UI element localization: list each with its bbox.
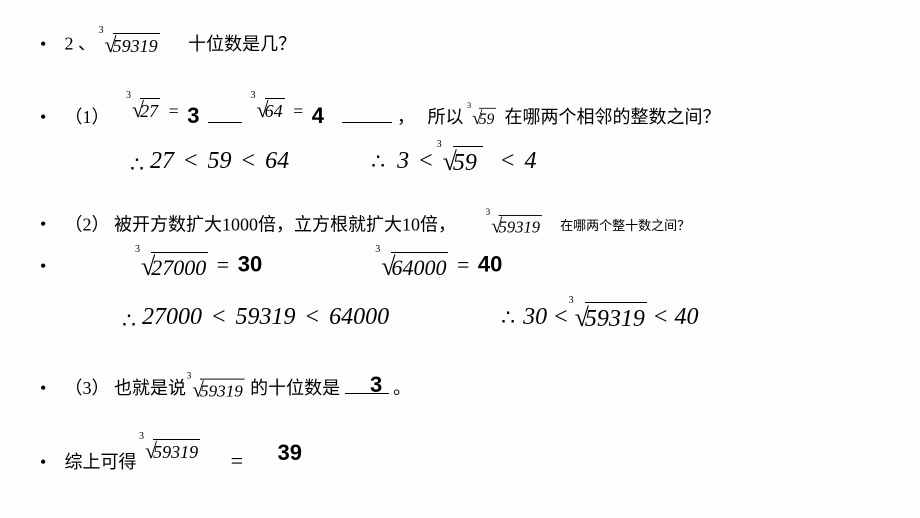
bullet: • <box>40 450 60 475</box>
r40: 40 <box>674 304 698 330</box>
text-so: 所以 <box>427 107 463 127</box>
radicand: 59 <box>479 108 496 130</box>
blank-2 <box>342 103 392 123</box>
lt: < <box>497 148 519 174</box>
question-2: • 2 、 3√59319 十位数是几？ <box>40 30 880 61</box>
part-1-work: ∵ 27 < 59 < 64 ∴ 3 < 3√59 < 4 <box>130 144 880 181</box>
radicand: 27 <box>140 98 160 124</box>
p3-text-b: 的十位数是 <box>250 378 340 398</box>
cbrt-64000: 3√64000 <box>381 249 448 285</box>
cbrt-27: 3√27 <box>132 95 160 126</box>
ans-30: 30 <box>238 252 262 277</box>
therefore-icon: ∴ <box>371 147 385 178</box>
cbrt-59-small: 3√59 <box>472 106 496 132</box>
p2-text-a: 被开方数扩大1000倍，立方根就扩大10倍， <box>114 214 456 234</box>
sep: 、 <box>78 34 96 54</box>
a: 27000 <box>142 304 202 330</box>
label-2: （2） <box>65 214 110 234</box>
cbrt-59319-b: 3√59319 <box>491 212 542 240</box>
radicand: 59319 <box>113 33 160 59</box>
text-between: 在哪两个相邻的整数之间？ <box>505 107 721 127</box>
lt: < <box>208 304 230 330</box>
r3: 3 <box>397 148 409 174</box>
conclusion: • 综上可得 3√59319 = 39 <box>40 436 880 477</box>
c: 64000 <box>329 304 389 330</box>
b: 59319 <box>236 304 296 330</box>
lt: < <box>653 304 669 330</box>
ineq-64: 64 <box>265 148 289 174</box>
cbrt-27000: 3√27000 <box>141 249 208 285</box>
radicand: 59319 <box>585 302 647 337</box>
part-3: • （3） 也就是说 3√59319 的十位数是 。 <box>40 374 880 405</box>
concl-text: 综上可得 <box>65 452 137 472</box>
ineq-27: 27 <box>150 148 174 174</box>
radicand: 59319 <box>498 215 541 239</box>
eq: = <box>453 252 473 277</box>
cbrt-59319-d: 3√59319 <box>192 375 244 404</box>
blank-1 <box>208 103 242 123</box>
lt: < <box>180 148 202 174</box>
label-1: （1） <box>65 107 110 127</box>
eq: = <box>165 101 183 121</box>
radicand: 59319 <box>153 439 200 465</box>
eq: = <box>213 252 233 277</box>
ans-39: 39 <box>278 440 302 465</box>
radicand: 59319 <box>200 378 245 403</box>
part-2-work: ∵ 27000 < 59319 < 64000 ∴ 30 < 3√59319 <… <box>122 300 880 337</box>
bullet: • <box>40 254 60 279</box>
lt: < <box>553 304 569 330</box>
cbrt-59: 3√59 <box>443 144 483 181</box>
cbrt-59319-c: 3√59319 <box>575 300 647 337</box>
comma: ， <box>397 107 415 127</box>
bullet: • <box>40 105 60 130</box>
ans-4: 4 <box>312 103 324 128</box>
label-3: （3） <box>65 378 110 398</box>
lt: < <box>238 148 260 174</box>
radicand: 27000 <box>151 252 208 284</box>
radicand: 59 <box>453 146 483 181</box>
ans-3: 3 <box>187 103 199 128</box>
part-2-calc: • 3√27000 = 30 3√64000 = 40 <box>40 249 880 285</box>
radicand: 64 <box>265 98 285 124</box>
bullet: • <box>40 376 60 401</box>
ans-40: 40 <box>478 252 502 277</box>
therefore-icon: ∴ <box>501 303 515 334</box>
eq: = <box>227 448 247 473</box>
lt: < <box>302 304 324 330</box>
cbrt-64: 3√64 <box>256 95 284 126</box>
radicand: 64000 <box>391 252 448 284</box>
r4: 4 <box>524 148 536 174</box>
period: 。 <box>393 378 411 398</box>
r30: 30 <box>523 304 547 330</box>
p2-text-b: 在哪两个整十数之间？ <box>560 218 690 233</box>
bullet: • <box>40 212 60 237</box>
num-2: 2 <box>65 34 74 54</box>
bullet: • <box>40 32 60 57</box>
part-1: • （1） 3√27 = 3 3√64 = 4 ， 所以 3√59 在哪两个相邻… <box>40 95 880 134</box>
because-icon: ∵ <box>130 147 144 178</box>
lt: < <box>415 148 437 174</box>
blank-tens <box>345 374 389 394</box>
eq: = <box>289 101 307 121</box>
cbrt-59319: 3√59319 <box>105 30 160 61</box>
ineq-59: 59 <box>208 148 232 174</box>
cbrt-59319-e: 3√59319 <box>145 436 200 467</box>
part-2: • （2） 被开方数扩大1000倍，立方根就扩大10倍， 3√59319 在哪两… <box>40 211 880 242</box>
q2-text: 十位数是几？ <box>188 34 296 54</box>
because-icon: ∵ <box>122 303 136 334</box>
p3-text-a: 也就是说 <box>114 378 186 398</box>
